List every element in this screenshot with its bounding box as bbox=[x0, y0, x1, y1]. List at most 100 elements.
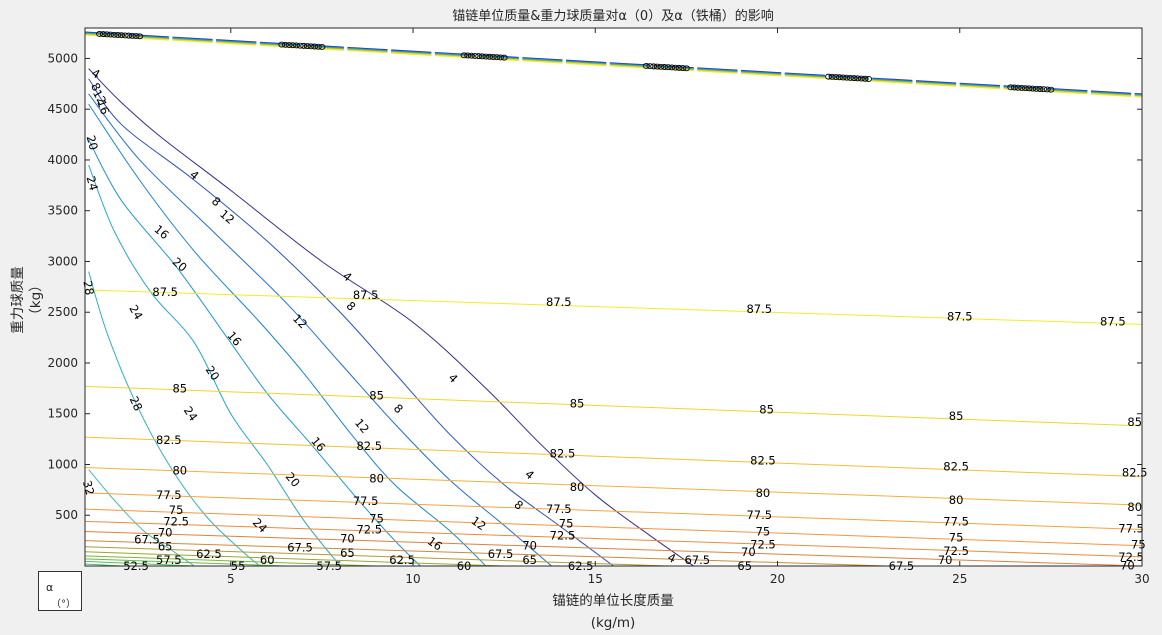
top-band-cluster-mark bbox=[311, 43, 319, 50]
top-band-cluster-mark bbox=[1010, 84, 1018, 91]
top-band-cluster-mark bbox=[314, 43, 322, 50]
top-band-cluster-mark bbox=[1047, 86, 1055, 93]
contour-label: 72.5 bbox=[550, 529, 576, 543]
contour-label: 85 bbox=[949, 409, 964, 423]
contour-line-24 bbox=[88, 164, 341, 566]
top-band-cluster-mark bbox=[854, 75, 862, 82]
contour-label: 60 bbox=[260, 553, 275, 567]
top-band-cluster-mark bbox=[1014, 84, 1022, 91]
top-band-cluster-mark bbox=[282, 41, 289, 48]
top-band-segment bbox=[1090, 93, 1132, 97]
y-tick-label: 5000 bbox=[47, 51, 78, 65]
contour-line-55 bbox=[85, 560, 195, 566]
contour-line-82-5 bbox=[85, 436, 1142, 478]
y-tick-label: 1500 bbox=[47, 407, 78, 421]
axes-frame bbox=[84, 27, 1143, 567]
top-band-cluster-mark bbox=[1021, 85, 1029, 92]
top-band-segment bbox=[128, 37, 169, 41]
top-band-cluster-mark bbox=[828, 73, 836, 80]
contour-label: 85 bbox=[369, 388, 384, 402]
contour-label: 16 bbox=[94, 98, 112, 117]
top-band-cluster-mark bbox=[482, 53, 490, 60]
contour-label: 12 bbox=[469, 513, 489, 533]
contour-label: 77.5 bbox=[546, 502, 572, 516]
contour-label: 77.5 bbox=[943, 514, 969, 528]
top-band-cluster-mark bbox=[500, 54, 508, 61]
y-axis-label: 重力球质量 bbox=[10, 266, 26, 334]
contour-label: 57.5 bbox=[156, 553, 182, 567]
x-tick-label: 20 bbox=[770, 572, 785, 586]
contour-label: 87.5 bbox=[546, 295, 572, 309]
top-band-cluster-mark bbox=[1043, 86, 1051, 93]
contour-label: 87.5 bbox=[746, 302, 772, 316]
top-band-segment bbox=[566, 62, 607, 67]
contour-label: 87.5 bbox=[1100, 314, 1126, 328]
y-tick-label: 2500 bbox=[47, 305, 78, 319]
top-band-cluster-mark bbox=[672, 64, 679, 71]
contour-line-67-5 bbox=[85, 540, 887, 566]
contour-line-4 bbox=[88, 68, 694, 566]
top-band-cluster-mark bbox=[467, 52, 475, 59]
top-band-cluster-mark bbox=[650, 63, 658, 70]
top-band-cluster-mark bbox=[1040, 86, 1048, 93]
top-band-cluster-mark bbox=[653, 63, 661, 70]
y-tick-label: 1000 bbox=[47, 457, 78, 471]
contour-label: 70 bbox=[340, 532, 355, 546]
contour-label: 85 bbox=[1127, 415, 1142, 429]
contour-label: 80 bbox=[949, 493, 964, 507]
contour-label: 70 bbox=[158, 526, 173, 540]
top-band-cluster-mark bbox=[843, 74, 851, 81]
top-band-cluster-mark bbox=[679, 65, 687, 72]
y-tick-label: 500 bbox=[55, 508, 78, 522]
top-band-cluster-mark bbox=[832, 74, 840, 80]
x-tick-label: 15 bbox=[588, 572, 603, 586]
contour-label: 82.5 bbox=[943, 460, 969, 474]
top-band-cluster-mark bbox=[846, 74, 854, 81]
top-band-cluster-mark bbox=[125, 32, 133, 39]
top-band-cluster-mark bbox=[478, 53, 486, 60]
top-band-cluster-mark bbox=[114, 32, 122, 38]
contour-label: 82.5 bbox=[356, 439, 382, 453]
contour-label: 85 bbox=[570, 397, 585, 411]
contour-label: 20 bbox=[84, 134, 101, 152]
contour-label: 77.5 bbox=[1118, 521, 1144, 535]
chart-title: 锚链单位质量&重力球质量对α（0）及α（铁桶）的影响 bbox=[452, 8, 774, 24]
contour-label: 67.5 bbox=[685, 553, 711, 567]
y-tick-label: 3000 bbox=[47, 254, 78, 268]
contour-label: 72.5 bbox=[356, 522, 382, 536]
x-tick-label: 5 bbox=[227, 572, 235, 586]
contour-line-77-5 bbox=[85, 492, 1142, 530]
top-band-cluster-mark bbox=[646, 63, 654, 70]
contour-label: 80 bbox=[369, 472, 384, 486]
contour-label: 87.5 bbox=[353, 288, 379, 302]
tick-layer: 5 10 15 20 25 30 500 1000 1500 2000 2500 3000 3500 40… bbox=[47, 28, 1150, 586]
contour-line-20 bbox=[88, 139, 421, 566]
contour-line-70 bbox=[85, 530, 1142, 566]
top-band-segment bbox=[915, 83, 957, 87]
contour-label: 75 bbox=[756, 524, 771, 538]
contour-label: 28 bbox=[127, 394, 146, 413]
contour-label: 80 bbox=[756, 486, 771, 500]
contour-label: 72.5 bbox=[943, 544, 969, 558]
top-band-cluster-mark bbox=[839, 74, 847, 81]
top-band-cluster-mark bbox=[642, 62, 650, 69]
top-band-cluster-mark bbox=[668, 64, 676, 71]
top-band-cluster-mark bbox=[489, 54, 497, 60]
contour-label: 82.5 bbox=[750, 453, 776, 467]
top-band-segment bbox=[522, 60, 563, 64]
contour-label: 67.5 bbox=[488, 547, 514, 561]
contour-label: 70 bbox=[741, 545, 756, 559]
x-tick-label: 30 bbox=[1134, 572, 1149, 586]
top-band-cluster-mark bbox=[307, 43, 315, 50]
top-band-segment bbox=[697, 70, 738, 74]
top-band-cluster-mark bbox=[289, 42, 297, 49]
contour-line-75 bbox=[85, 508, 1142, 547]
top-band-cluster-mark bbox=[836, 74, 843, 81]
top-band-cluster-mark bbox=[493, 54, 501, 61]
contour-label: 75 bbox=[169, 503, 184, 517]
y-tick-label: 3500 bbox=[47, 204, 78, 218]
top-band-segment bbox=[391, 52, 432, 56]
top-band-cluster-mark bbox=[318, 43, 326, 50]
contour-label: 80 bbox=[570, 480, 585, 494]
